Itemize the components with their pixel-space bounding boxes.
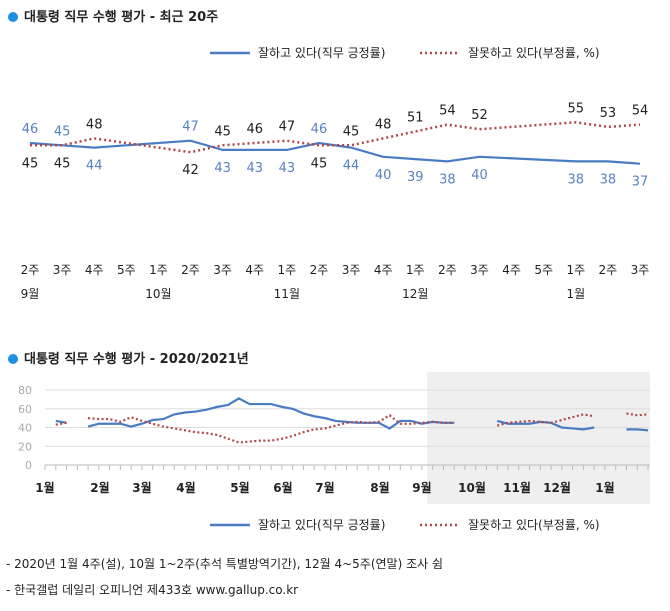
month-label: 10월 <box>145 287 171 301</box>
x-tick-label: 3주 <box>342 263 361 277</box>
x-tick-label: 3주 <box>631 263 650 277</box>
series-line-0 <box>55 397 649 432</box>
data-label-negative: 46 <box>246 122 263 137</box>
bullet-icon <box>8 354 18 364</box>
data-label-positive: 40 <box>375 168 392 183</box>
x-tick-label: 1주 <box>277 263 296 277</box>
data-label-positive: 47 <box>182 120 199 135</box>
data-label-negative: 55 <box>568 101 585 116</box>
x-tick-label: 4주 <box>502 263 521 277</box>
legend-label-1: 잘못하고 있다(부정률, %) <box>468 46 600 60</box>
x-tick-label: 1주 <box>149 263 168 277</box>
top-chart-title: 대통령 직무 수행 평가 - 최근 20주 <box>8 6 218 25</box>
month-label: 1월 <box>35 480 54 495</box>
data-label-positive: 40 <box>471 168 488 183</box>
data-label-positive: 43 <box>214 161 231 176</box>
data-label-positive: 38 <box>568 172 585 187</box>
month-label: 12월 <box>543 480 571 495</box>
data-label-negative: 42 <box>182 163 199 178</box>
footnote-1: - 2020년 1월 4주(설), 10월 1~2주(추석 특별방역기간), 1… <box>6 557 444 571</box>
data-label-positive: 43 <box>279 161 296 176</box>
bottom-title-text: 대통령 직무 수행 평가 - 2020/2021년 <box>24 352 249 367</box>
x-tick-label: 2주 <box>181 263 200 277</box>
data-label-negative: 52 <box>471 108 488 123</box>
data-label-positive: 38 <box>439 172 456 187</box>
data-label-positive: 37 <box>632 175 649 190</box>
data-label-negative: 45 <box>22 156 39 171</box>
month-label: 5월 <box>230 480 249 495</box>
data-label-negative: 48 <box>375 117 392 132</box>
data-label-positive: 38 <box>600 172 617 187</box>
x-tick-label: 5주 <box>117 263 136 277</box>
month-label: 4월 <box>176 480 195 495</box>
month-label: 2월 <box>90 480 109 495</box>
month-label: 12월 <box>402 287 428 301</box>
month-label: 10월 <box>458 480 486 495</box>
x-tick-label: 1주 <box>566 263 585 277</box>
footnote-2: - 한국갤럽 데일리 오피니언 제433호 www.gallup.co.kr <box>6 583 299 597</box>
data-label-positive: 46 <box>22 122 39 137</box>
month-label: 9월 <box>21 287 40 301</box>
month-label: 6월 <box>273 480 292 495</box>
legend-label-0: 잘하고 있다(직무 긍정률) <box>258 46 385 60</box>
data-label-negative: 47 <box>279 120 296 135</box>
shaded-region <box>427 372 650 504</box>
data-label-negative: 45 <box>214 124 231 139</box>
x-tick-label: 2주 <box>310 263 329 277</box>
y-tick-label: 20 <box>18 440 32 453</box>
data-label-negative: 48 <box>86 117 103 132</box>
bottom-chart-title: 대통령 직무 수행 평가 - 2020/2021년 <box>8 348 249 367</box>
data-label-negative: 54 <box>632 104 649 119</box>
x-tick-label: 2주 <box>438 263 457 277</box>
month-label: 11월 <box>503 480 531 495</box>
x-tick-label: 4주 <box>85 263 104 277</box>
y-tick-label: 0 <box>25 459 32 472</box>
data-label-positive: 44 <box>86 159 103 174</box>
month-label: 1월 <box>595 480 614 495</box>
x-tick-label: 3주 <box>470 263 489 277</box>
legend-label-0: 잘하고 있다(직무 긍정률) <box>258 518 385 532</box>
x-tick-label: 3주 <box>213 263 232 277</box>
legend-label-1: 잘못하고 있다(부정률, %) <box>468 518 600 532</box>
y-tick-label: 80 <box>18 384 32 397</box>
data-label-positive: 46 <box>311 122 328 137</box>
x-tick-label: 3주 <box>53 263 72 277</box>
month-label: 3월 <box>132 480 151 495</box>
month-label: 9월 <box>412 480 431 495</box>
month-label: 11월 <box>274 287 300 301</box>
month-label: 1월 <box>566 287 585 301</box>
x-tick-label: 1주 <box>406 263 425 277</box>
bullet-icon <box>8 12 18 22</box>
data-label-negative: 51 <box>407 111 424 126</box>
month-label: 8월 <box>370 480 389 495</box>
month-label: 7월 <box>315 480 334 495</box>
series-line-1 <box>30 121 641 154</box>
data-label-negative: 54 <box>439 104 456 119</box>
data-label-positive: 45 <box>54 124 71 139</box>
top-title-text: 대통령 직무 수행 평가 - 최근 20주 <box>24 10 219 25</box>
data-label-negative: 45 <box>54 156 71 171</box>
series-line-0 <box>29 139 641 165</box>
data-label-negative: 53 <box>600 106 617 121</box>
data-label-positive: 44 <box>343 159 360 174</box>
data-label-positive: 43 <box>246 161 263 176</box>
data-label-negative: 45 <box>343 124 360 139</box>
y-tick-label: 60 <box>18 403 32 416</box>
data-label-negative: 45 <box>311 156 328 171</box>
x-tick-label: 5주 <box>534 263 553 277</box>
data-label-positive: 39 <box>407 170 424 185</box>
x-tick-label: 2주 <box>599 263 618 277</box>
y-tick-label: 40 <box>18 422 32 435</box>
x-tick-label: 4주 <box>374 263 393 277</box>
series-line-1 <box>55 412 649 444</box>
x-tick-label: 2주 <box>21 263 40 277</box>
x-tick-label: 4주 <box>245 263 264 277</box>
